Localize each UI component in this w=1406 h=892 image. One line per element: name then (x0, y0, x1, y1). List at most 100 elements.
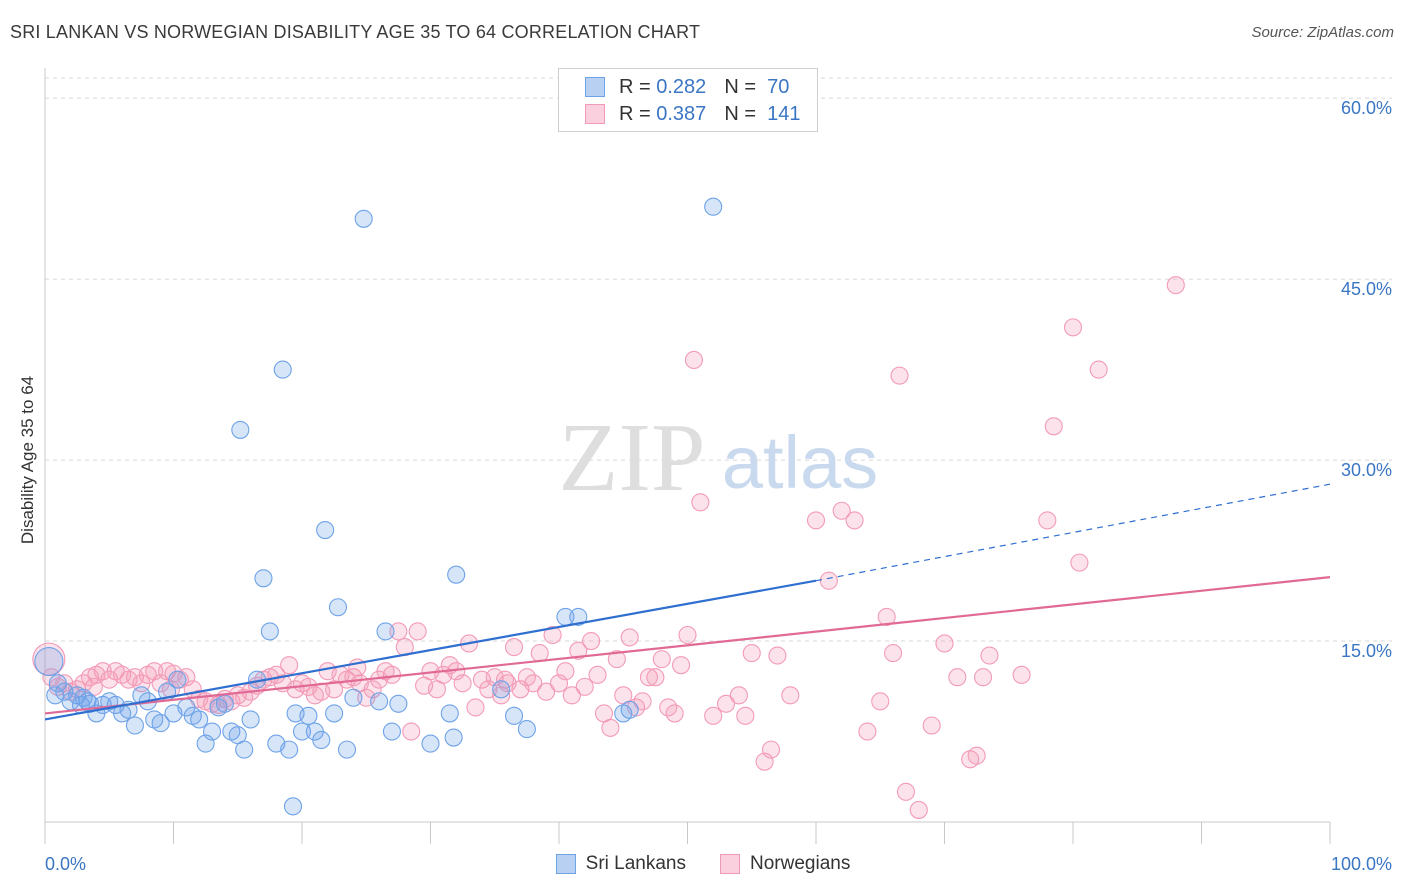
tick-labels: 15.0% 30.0% 45.0% 60.0% 0.0% 100.0% (45, 98, 1392, 874)
norwegian-point (684, 350, 703, 369)
sri-lankan-point (504, 706, 524, 725)
trend-lines (44, 483, 1331, 721)
source-label: Source: ZipAtlas.com (1251, 24, 1394, 41)
norwegian-point (543, 625, 562, 645)
norwegian-point (845, 511, 864, 530)
sri-lankan-point (254, 569, 273, 588)
sri-lankan-point (382, 722, 402, 741)
norwegian-point (858, 722, 877, 741)
norwegian-point (466, 698, 485, 717)
norwegian-point (973, 668, 993, 687)
norwegian-point (504, 638, 524, 657)
norwegian-point (280, 656, 299, 675)
norwegian-point (408, 622, 427, 641)
sri-lankan-point (447, 565, 466, 584)
sri-lankan-point (376, 622, 395, 641)
norwegian-point (967, 746, 986, 765)
sri-lankan-point (125, 716, 144, 735)
legend-n-value-nor: 141 (767, 102, 801, 125)
sri-lankan-point (389, 694, 408, 713)
norwegian-point (704, 706, 723, 725)
y-tick-label: 45.0% (1341, 279, 1392, 299)
norwegian-point (761, 740, 781, 759)
x-tick-label: 0.0% (45, 854, 86, 874)
norwegian-point (678, 625, 697, 645)
norwegian-point (524, 674, 543, 693)
watermark: ZIP atlas (559, 404, 879, 512)
y-tick-label: 30.0% (1341, 460, 1392, 480)
y-tick-label: 15.0% (1341, 641, 1392, 661)
legend-n-label: N = (724, 75, 756, 98)
swatch-norwegians (720, 854, 740, 874)
legend-row-sri: R = 0.282 N = 70 (585, 75, 789, 99)
norwegian-point (652, 650, 671, 669)
norwegian-point (729, 686, 748, 705)
norwegian-point (1038, 511, 1057, 530)
norwegian-point (890, 366, 909, 385)
norwegian-point (1063, 318, 1083, 337)
norwegian-point (639, 668, 659, 687)
norwegian-point (922, 716, 941, 735)
gridlines (45, 77, 1392, 642)
y-axis-label: Disability Age 35 to 64 (18, 375, 37, 545)
sri-lankan-point (337, 740, 357, 759)
legend-r-label: R = (619, 102, 651, 125)
sri-lankan-point (292, 722, 312, 741)
norwegian-point (582, 631, 601, 651)
norwegian-point (646, 668, 665, 687)
legend-r-label: R = (619, 75, 651, 98)
norwegian-point (537, 682, 556, 701)
sri-lankan-point (190, 710, 209, 729)
norwegian-point (633, 692, 652, 711)
norwegian-point (935, 634, 954, 653)
norwegian-point (742, 644, 761, 663)
legend-r-value-sri: 0.282 (656, 75, 707, 98)
norwegian-point (402, 722, 421, 741)
norwegian-trend-line (44, 576, 1331, 715)
series-legend: Sri Lankans Norwegians (0, 852, 1406, 876)
norwegian-point (909, 800, 928, 819)
norwegian-point (556, 662, 575, 681)
sri-lankan-point (299, 706, 318, 725)
norwegian-point (819, 571, 838, 590)
legend-item-sri-lankans: Sri Lankans (555, 853, 686, 875)
sri-lankan-point (620, 700, 639, 719)
norwegian-point (884, 644, 903, 663)
norwegian-point (768, 646, 787, 665)
norwegian-point (601, 718, 620, 737)
sri-lankan-point (569, 607, 588, 626)
sri-lankan-point (231, 420, 250, 439)
norwegian-point (736, 706, 755, 725)
sri-lankan-point (283, 797, 303, 816)
correlation-legend: R = 0.282 N = 70 R = 0.387 N = 141 (558, 68, 818, 132)
x-tick-label: 100.0% (1331, 854, 1392, 874)
norwegian-point (575, 677, 594, 696)
sri-lankan-point (203, 722, 222, 741)
axes (44, 68, 1331, 844)
sri-lankan-point (280, 740, 299, 759)
norwegian-point (781, 686, 800, 705)
norwegian-point (716, 694, 736, 713)
sri-lankan-point (370, 692, 389, 711)
sri-lankan-point (235, 740, 254, 759)
sri-lankan-point (34, 646, 64, 677)
norwegian-point (896, 782, 916, 801)
norwegian-point (382, 665, 402, 684)
norwegian-point (877, 607, 896, 626)
legend-label-norwegians: Norwegians (750, 853, 851, 874)
sri-lankan-point (260, 622, 279, 641)
norwegian-point (1166, 276, 1185, 295)
norwegian-point (832, 501, 851, 520)
norwegian-point (562, 686, 581, 705)
legend-n-label: N = (724, 102, 756, 125)
sri-lankan-point (421, 734, 440, 753)
norwegian-points (32, 276, 1185, 819)
sri-lankan-point (151, 714, 170, 733)
sri-lankan-point (312, 730, 331, 750)
norwegian-point (569, 641, 588, 660)
sri-lankan-point (168, 670, 187, 689)
sri-lankan-point (325, 704, 344, 723)
sri-lankan-point (444, 728, 463, 747)
sri-lankan-points (34, 197, 723, 816)
norwegian-point (948, 668, 967, 687)
